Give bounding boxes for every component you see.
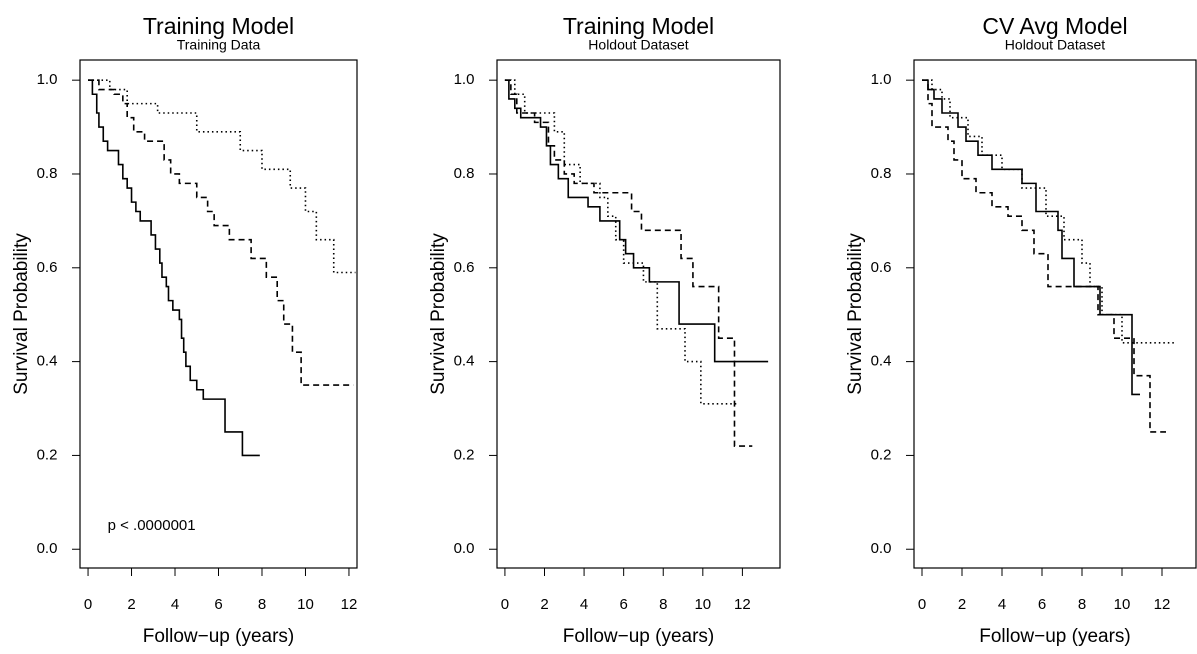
x-tick-label: 8 <box>659 596 667 613</box>
x-tick-label: 8 <box>1078 596 1086 613</box>
x-tick-label: 12 <box>1154 596 1171 613</box>
x-tick-label: 6 <box>619 596 627 613</box>
y-tick-label: 0.8 <box>37 165 58 182</box>
x-axis-label: Follow−up (years) <box>979 626 1131 647</box>
y-axis-label: Survival Probability <box>11 233 32 395</box>
x-tick-label: 0 <box>84 596 92 613</box>
plot-box <box>496 59 781 569</box>
chart-subtitle: Training Data <box>177 37 261 53</box>
chart-subtitle: Holdout Dataset <box>588 37 689 53</box>
survival-curve <box>504 79 739 405</box>
survival-curve <box>922 79 1176 344</box>
survival-curve <box>922 79 1140 396</box>
x-tick-label: 8 <box>258 596 266 613</box>
y-tick-label: 1.0 <box>37 71 58 88</box>
x-tick-label: 6 <box>1038 596 1046 613</box>
x-tick-label: 4 <box>580 596 588 613</box>
y-tick-label: 0.2 <box>37 446 58 463</box>
y-tick-label: 0.0 <box>37 540 58 557</box>
x-axis-label: Follow−up (years) <box>143 626 295 647</box>
plot-box <box>79 59 358 569</box>
y-tick-label: 0.6 <box>871 259 892 276</box>
y-tick-label: 0.4 <box>454 353 475 370</box>
x-tick-label: 0 <box>918 596 926 613</box>
y-tick-label: 0.6 <box>454 259 475 276</box>
y-axis-label: Survival Probability <box>428 233 449 395</box>
x-tick-label: 2 <box>958 596 966 613</box>
x-tick-label: 12 <box>734 596 751 613</box>
survival-curve <box>922 79 1166 433</box>
annotation: p < .0000001 <box>108 517 196 534</box>
x-tick-label: 2 <box>127 596 135 613</box>
chart-title: CV Avg Model <box>982 13 1127 39</box>
y-tick-label: 0.2 <box>454 446 475 463</box>
x-tick-label: 10 <box>694 596 711 613</box>
x-tick-label: 6 <box>214 596 222 613</box>
x-tick-label: 2 <box>540 596 548 613</box>
chart-subtitle: Holdout Dataset <box>1005 37 1106 53</box>
survival-curve <box>88 79 354 386</box>
y-axis-label: Survival Probability <box>845 233 866 395</box>
y-tick-label: 0.0 <box>871 540 892 557</box>
survival-curve <box>88 79 356 274</box>
y-tick-label: 0.8 <box>871 165 892 182</box>
y-tick-label: 0.4 <box>37 353 58 370</box>
chart-title: Training Model <box>143 13 294 39</box>
y-tick-label: 0.0 <box>454 540 475 557</box>
y-tick-label: 0.8 <box>454 165 475 182</box>
x-tick-label: 10 <box>1114 596 1131 613</box>
x-tick-label: 0 <box>501 596 509 613</box>
chart-title: Training Model <box>563 13 714 39</box>
y-tick-label: 0.6 <box>37 259 58 276</box>
y-tick-label: 0.2 <box>871 446 892 463</box>
x-tick-label: 4 <box>998 596 1006 613</box>
x-tick-label: 12 <box>341 596 358 613</box>
x-axis-label: Follow−up (years) <box>563 626 715 647</box>
survival-curve <box>504 79 769 363</box>
plot-box <box>913 59 1197 569</box>
y-tick-label: 1.0 <box>871 71 892 88</box>
y-tick-label: 1.0 <box>454 71 475 88</box>
y-tick-label: 0.4 <box>871 353 892 370</box>
x-tick-label: 10 <box>297 596 314 613</box>
survival-curve <box>504 79 753 447</box>
survival-curve <box>88 79 260 457</box>
x-tick-label: 4 <box>171 596 179 613</box>
